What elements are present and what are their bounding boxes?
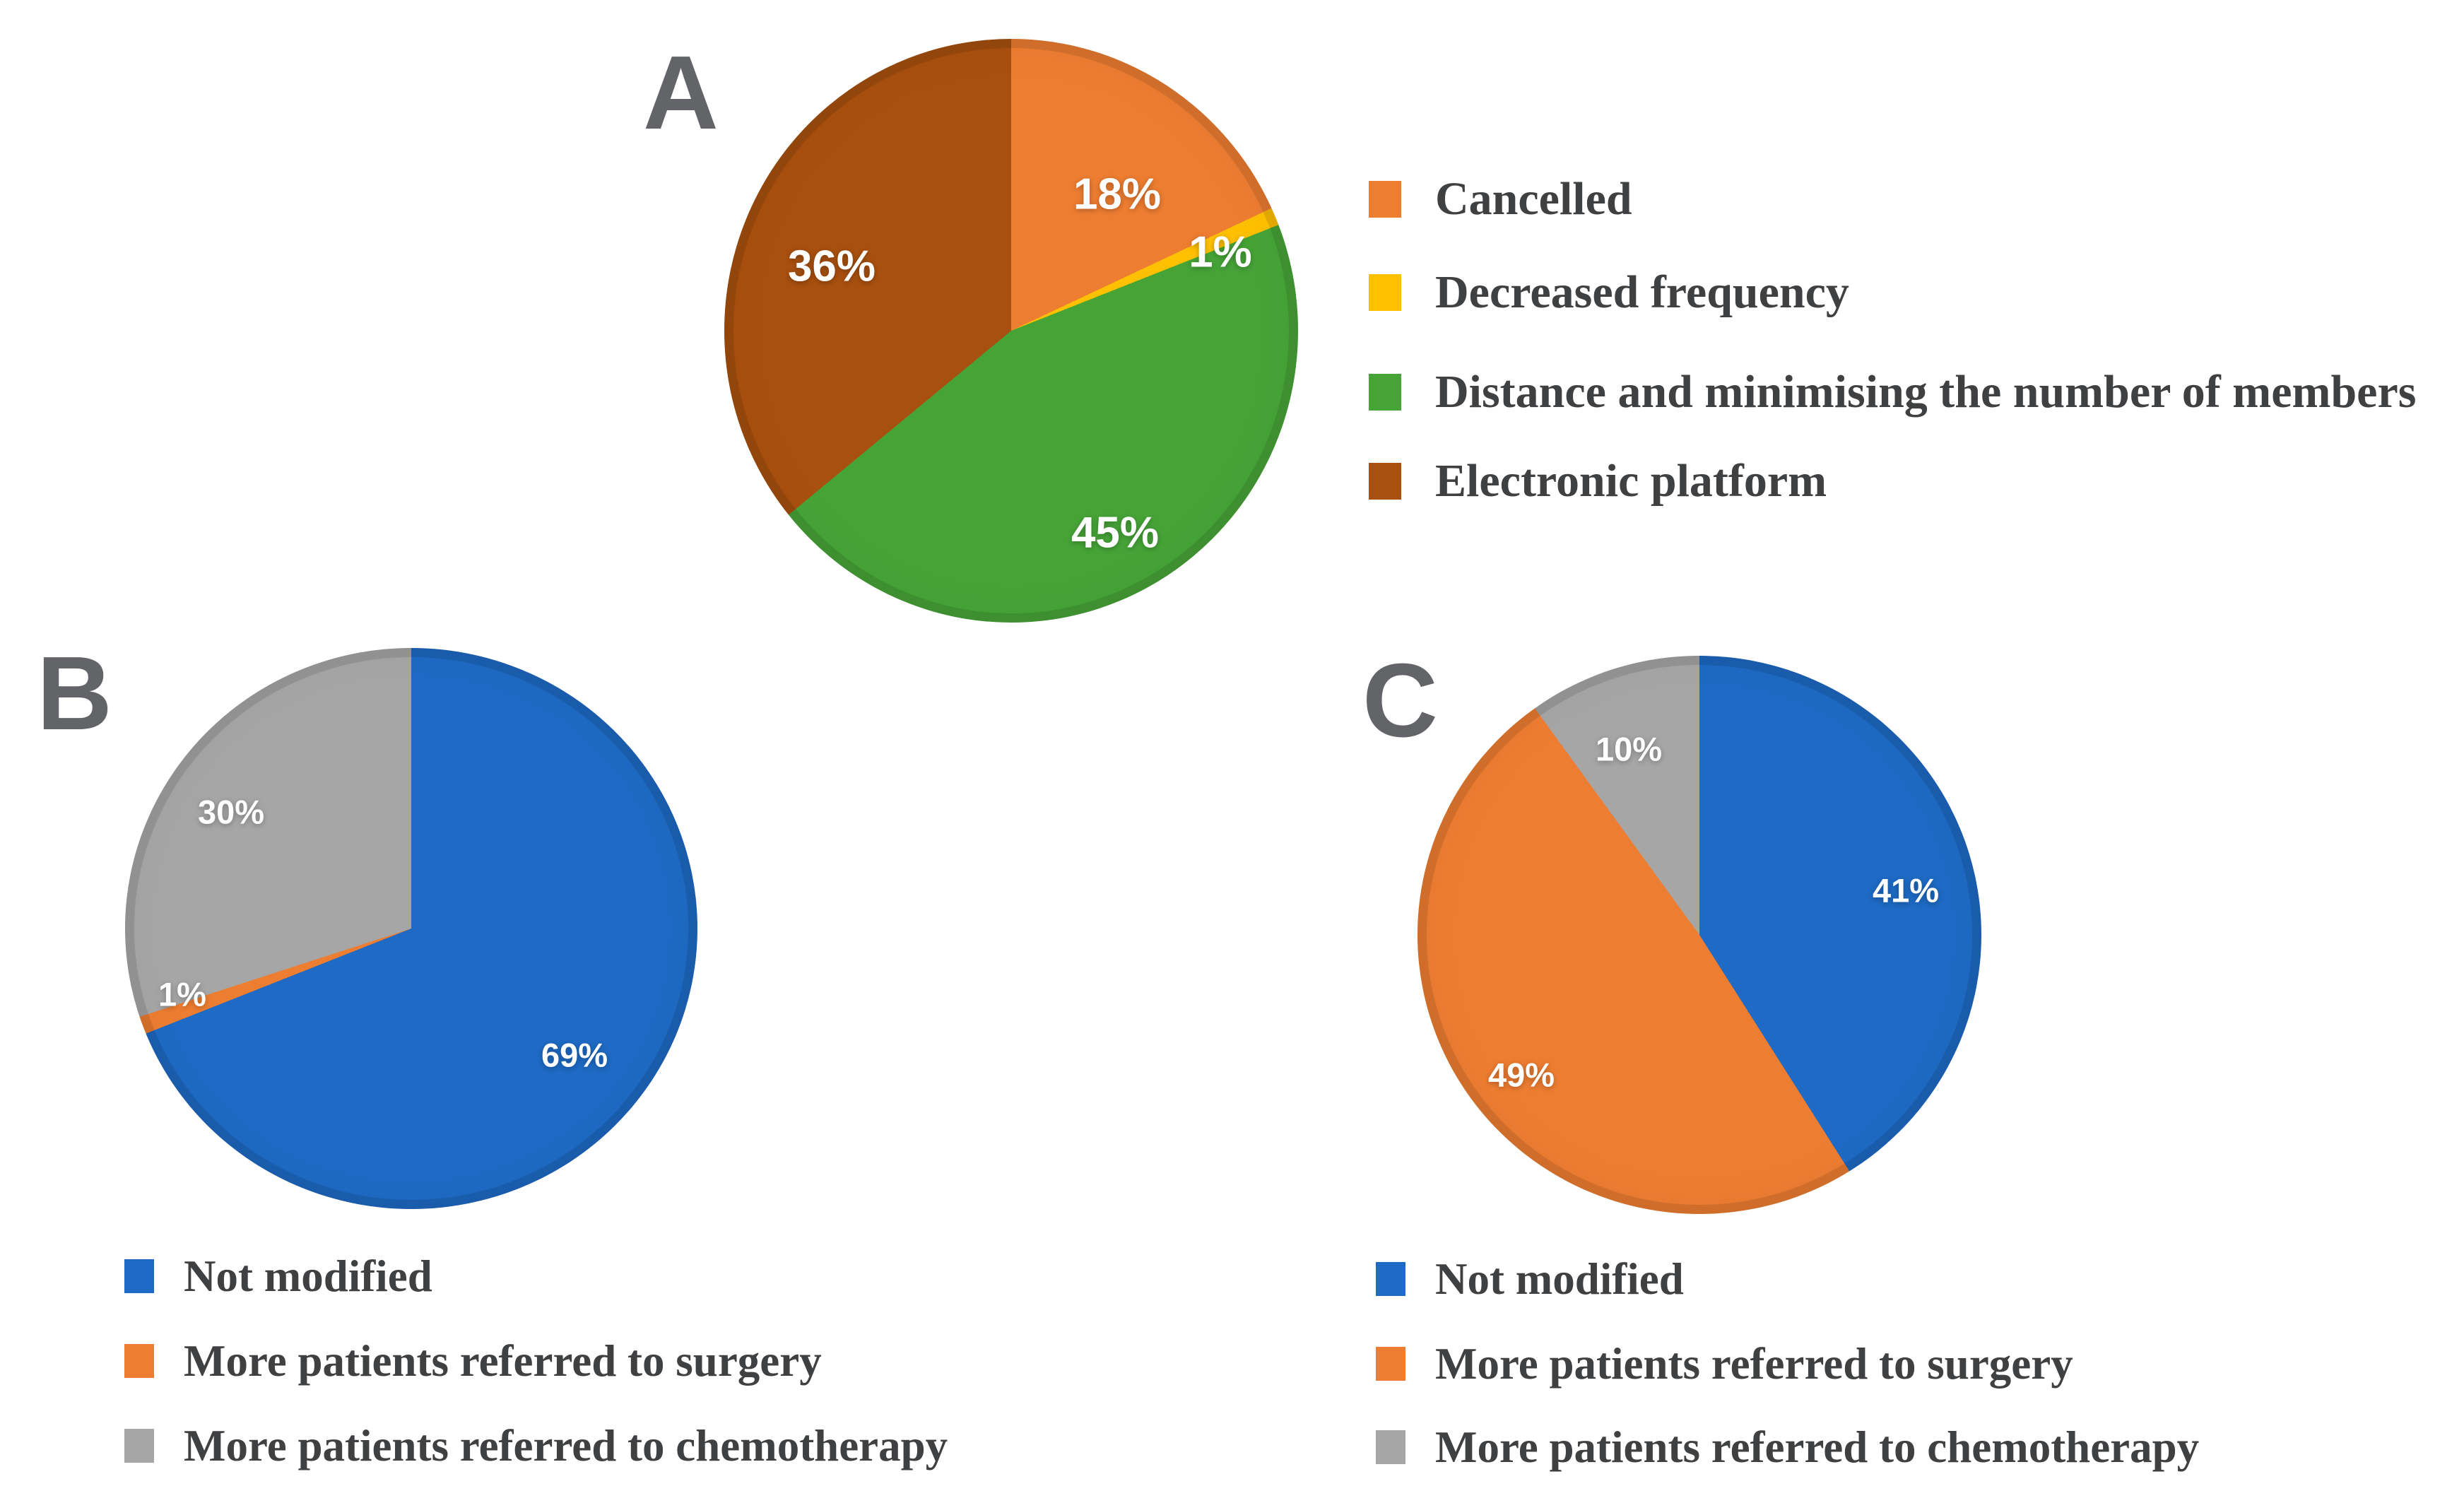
legend-c-item-surgery: More patients referred to surgery	[1376, 1339, 2073, 1389]
legend-swatch-decreased-frequency	[1369, 274, 1401, 311]
legend-swatch-distance	[1369, 374, 1401, 411]
legend-b-item-chemotherapy: More patients referred to chemotherapy	[124, 1421, 948, 1470]
panel-label-a: A	[643, 35, 719, 151]
pie-a-slice-label-cancelled: 18%	[1073, 170, 1162, 219]
pie-a-slice-label-electronic-platform: 36%	[787, 242, 876, 291]
legend-label-decreased-frequency: Decreased frequency	[1435, 266, 1849, 318]
legend-swatch-b-not-modified	[124, 1259, 154, 1293]
legend-a-item-cancelled: Cancelled	[1369, 173, 1632, 225]
pie-b-slice-label-chemotherapy: 30%	[197, 793, 265, 831]
legend-label-b-chemotherapy: More patients referred to chemotherapy	[184, 1420, 948, 1470]
legend-swatch-c-surgery	[1376, 1347, 1405, 1381]
pie-c-slice-label-chemotherapy: 10%	[1595, 730, 1663, 768]
pie-b-slice-label-not-modified: 69%	[541, 1036, 608, 1074]
legend-swatch-c-not-modified	[1376, 1262, 1405, 1296]
legend-b-item-not-modified: Not modified	[124, 1251, 432, 1301]
legend-c-item-not-modified: Not modified	[1376, 1254, 1684, 1304]
pie-c-slice-label-not-modified: 41%	[1872, 871, 1940, 909]
legend-label-c-chemotherapy: More patients referred to chemotherapy	[1435, 1422, 2200, 1472]
pie-a-slice-label-decreased-frequency: 1%	[1189, 228, 1252, 277]
pie-chart-a: 18% 1% 45% 36%	[724, 39, 1298, 623]
pie-b-slice-label-surgery: 1%	[158, 975, 206, 1013]
legend-swatch-electronic-platform	[1369, 463, 1401, 500]
legend-label-b-not-modified: Not modified	[184, 1251, 432, 1301]
legend-label-electronic-platform: Electronic platform	[1435, 455, 1827, 507]
legend-label-b-surgery: More patients referred to surgery	[184, 1336, 822, 1386]
legend-label-c-not-modified: Not modified	[1435, 1254, 1684, 1304]
legend-swatch-cancelled	[1369, 181, 1401, 218]
legend-swatch-b-chemotherapy	[124, 1429, 154, 1463]
legend-label-distance: Distance and minimising the number of me…	[1435, 366, 2417, 418]
legend-swatch-b-surgery	[124, 1344, 154, 1378]
legend-label-cancelled: Cancelled	[1435, 173, 1632, 225]
pie-chart-c: 41% 49% 10%	[1417, 656, 1981, 1214]
panel-label-c: C	[1362, 642, 1438, 759]
legend-a-item-decreased-frequency: Decreased frequency	[1369, 266, 1849, 318]
pie-chart-b: 69% 1% 30%	[125, 648, 697, 1209]
legend-a-item-distance: Distance and minimising the number of me…	[1369, 366, 2417, 418]
legend-c-item-chemotherapy: More patients referred to chemotherapy	[1376, 1422, 2199, 1472]
pie-a-slice-label-distance: 45%	[1071, 508, 1160, 558]
legend-swatch-c-chemotherapy	[1376, 1430, 1405, 1464]
legend-b-item-surgery: More patients referred to surgery	[124, 1336, 822, 1386]
panel-label-b: B	[37, 635, 112, 752]
pie-c-slice-label-surgery: 49%	[1487, 1056, 1555, 1094]
legend-a-item-electronic-platform: Electronic platform	[1369, 455, 1827, 507]
legend-label-c-surgery: More patients referred to surgery	[1435, 1338, 2073, 1389]
